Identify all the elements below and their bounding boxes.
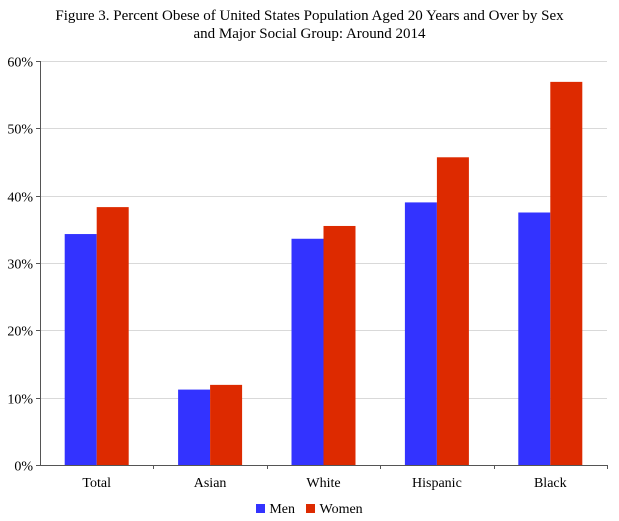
bar-men-hispanic: [404, 202, 437, 465]
bar-men-white: [291, 238, 324, 465]
x-tick-label: Asian: [194, 476, 227, 491]
y-tick-label: 10%: [7, 393, 33, 408]
bars: [64, 81, 583, 465]
x-tick-label: Black: [534, 476, 567, 491]
chart-title: Figure 3. Percent Obese of United States…: [0, 7, 619, 43]
x-tick-label: Hispanic: [412, 476, 462, 491]
bar-women-total: [96, 207, 129, 465]
bar-women-hispanic: [436, 157, 469, 465]
legend-label-women: Women: [319, 502, 363, 517]
bar-women-asian: [210, 384, 243, 465]
y-tick-label: 60%: [7, 56, 33, 71]
legend: Men Women: [0, 502, 619, 518]
x-tick-label: White: [306, 476, 340, 491]
tick-labels: 0% 10% 20% 30% 40% 50% 60% Total Asian White Hispa…: [7, 56, 566, 492]
legend-swatch-men: [256, 504, 266, 513]
y-tick-label: 0%: [14, 460, 33, 475]
x-tick-label: Total: [82, 476, 111, 491]
bar-men-asian: [178, 389, 211, 465]
chart-title-line-1: Figure 3. Percent Obese of United States…: [55, 8, 564, 24]
legend-item-men: Men: [256, 502, 295, 518]
legend-label-men: Men: [269, 502, 295, 517]
bar-men-total: [64, 234, 97, 465]
y-tick-label: 50%: [7, 123, 33, 138]
axes: [36, 61, 608, 469]
bar-women-white: [323, 225, 356, 465]
legend-swatch-women: [306, 504, 316, 513]
chart-title-line-2: and Major Social Group: Around 2014: [193, 26, 426, 42]
y-tick-label: 40%: [7, 191, 33, 206]
y-tick-label: 20%: [7, 325, 33, 340]
legend-item-women: Women: [306, 502, 363, 518]
bar-women-black: [550, 81, 583, 465]
bar-men-black: [518, 212, 551, 465]
y-tick-label: 30%: [7, 258, 33, 273]
